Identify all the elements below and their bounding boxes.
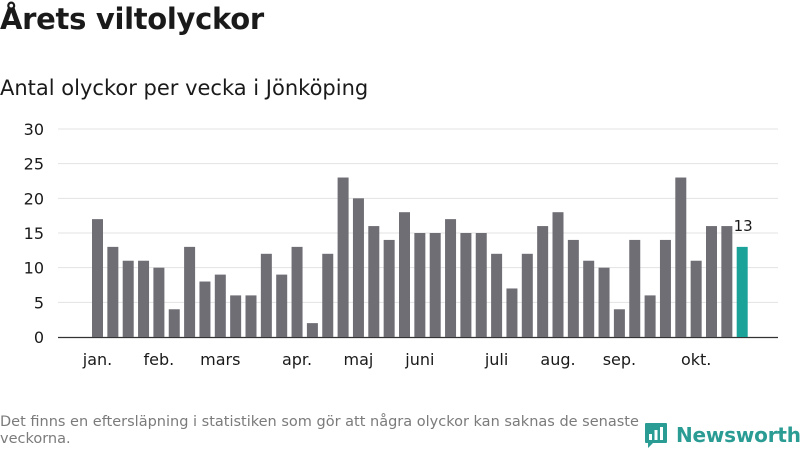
x-tick-label: juli: [484, 350, 508, 369]
bar: [552, 212, 564, 337]
x-tick-label: feb.: [144, 350, 175, 369]
bar: [214, 274, 226, 337]
y-tick-label: 30: [24, 120, 44, 139]
bar: [613, 309, 625, 337]
bar: [721, 226, 733, 337]
bar: [230, 295, 242, 337]
y-tick-label: 10: [24, 259, 44, 278]
y-tick-label: 0: [34, 328, 44, 347]
bar: [291, 246, 303, 337]
bar: [644, 295, 656, 337]
bar: [245, 295, 257, 337]
bar: [306, 323, 318, 337]
bar: [383, 239, 395, 337]
axis-labels: 0 5 10 15 20 25 30 13 jan. feb. mars apr. maj juni jul…: [24, 120, 753, 369]
y-tick-label: 5: [34, 293, 44, 312]
bar: [475, 233, 487, 337]
bar: [322, 253, 334, 337]
bar: [659, 239, 671, 337]
bar: [414, 233, 426, 337]
bar: [199, 281, 211, 337]
bar: [506, 288, 518, 337]
x-tick-label: jan.: [82, 350, 112, 369]
bar: [491, 253, 503, 337]
bar: [445, 219, 457, 337]
x-tick-label: aug.: [540, 350, 575, 369]
bar: [675, 177, 687, 337]
bar: [598, 267, 610, 337]
bar: [629, 239, 641, 337]
bar: [567, 239, 579, 337]
bar: [583, 260, 595, 337]
bar: [706, 226, 717, 337]
bar: [184, 246, 196, 337]
x-tick-label: maj: [344, 350, 374, 369]
bar: [153, 267, 165, 337]
bar: [429, 233, 441, 337]
bar: [92, 219, 103, 337]
x-tick-label: juni: [404, 350, 434, 369]
x-tick-label: mars: [200, 350, 240, 369]
bar: [122, 260, 134, 337]
bar-chart: 0 5 10 15 20 25 30 13 jan. feb. mars apr. maj juni jul…: [24, 120, 778, 369]
brand-name: Newsworthy: [676, 423, 800, 447]
bar: [352, 198, 364, 337]
bar: [537, 226, 549, 337]
bar-chart-logo-icon: [645, 423, 667, 448]
x-tick-label: sep.: [603, 350, 636, 369]
chart-subtitle: Antal olyckor per vecka i Jönköping: [0, 76, 369, 100]
bar: [521, 253, 533, 337]
bar: [168, 309, 180, 337]
x-tick-label: okt.: [681, 350, 711, 369]
y-tick-label: 25: [24, 155, 44, 174]
data-label: 13: [734, 217, 753, 235]
bar: [260, 253, 272, 337]
bar: [276, 274, 288, 337]
y-tick-label: 20: [24, 189, 44, 208]
bar: [690, 260, 702, 337]
bar-highlight: [736, 246, 748, 337]
bar: [337, 177, 349, 337]
bar: [107, 246, 119, 337]
bar: [368, 226, 380, 337]
chart-title: Årets viltolyckor: [0, 2, 264, 36]
bar: [399, 212, 410, 337]
newsworthy-brand[interactable]: Newsworthy: [644, 420, 800, 450]
x-tick-label: apr.: [282, 350, 312, 369]
bar: [460, 233, 472, 337]
footnote: Det finns en eftersläpning i statistiken…: [0, 414, 639, 447]
bar: [138, 260, 150, 337]
bars: [92, 177, 748, 337]
y-tick-label: 15: [24, 224, 44, 243]
